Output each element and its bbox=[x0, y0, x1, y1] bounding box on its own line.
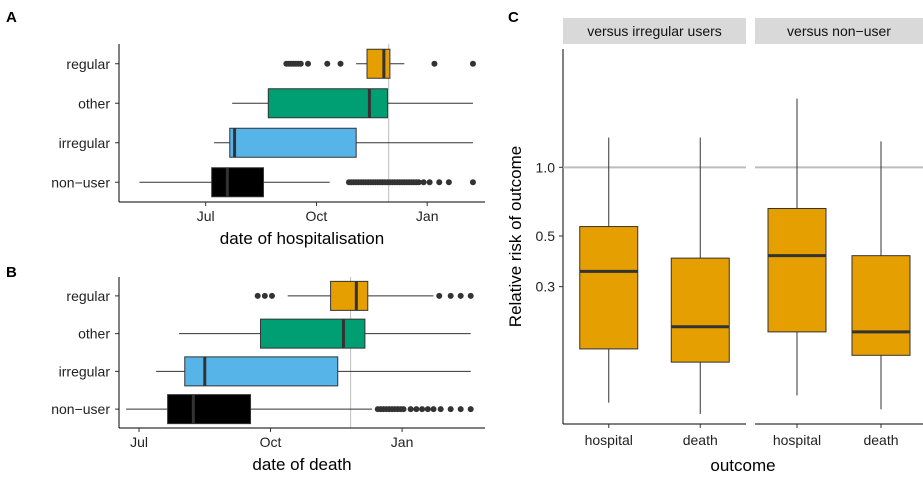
box-3-outlier-5 bbox=[457, 292, 464, 299]
category-label-2: other bbox=[78, 95, 110, 111]
box-0-iqr bbox=[211, 167, 264, 198]
x-axis-title: date of hospitalisation bbox=[220, 229, 384, 248]
box-3-outlier-11 bbox=[469, 60, 476, 67]
box-0-outlier-17 bbox=[457, 406, 464, 413]
box-0-outlier-33 bbox=[445, 179, 452, 186]
x-axis-title: outcome bbox=[710, 456, 775, 475]
box-2-iqr bbox=[260, 318, 366, 349]
box-0-outlier-14 bbox=[430, 406, 437, 413]
facet-1-box-1-iqr bbox=[851, 255, 911, 356]
x-tick-label-0: Jul bbox=[130, 434, 148, 450]
y-tick-label-0: 0.3 bbox=[536, 279, 556, 295]
box-3-outlier-0 bbox=[254, 292, 261, 299]
facet-1-box-1-x-tick-label: death bbox=[863, 432, 898, 448]
facet-0-box-0-iqr bbox=[579, 226, 639, 350]
panel-c-plot: 0.3 0.5 1.0 Relative risk of outcome versus … bbox=[506, 18, 923, 475]
category-label-0: non−user bbox=[51, 174, 110, 190]
panel-label-c: C bbox=[508, 9, 519, 26]
box-3-outlier-4 bbox=[447, 292, 454, 299]
facet-strip-1 bbox=[755, 18, 923, 44]
category-label-1: irregular bbox=[59, 135, 111, 151]
box-0-iqr bbox=[167, 394, 252, 425]
y-axis-title: Relative risk of outcome bbox=[506, 146, 525, 327]
x-tick-label-1: Oct bbox=[260, 434, 282, 450]
box-0-outlier-12 bbox=[419, 406, 426, 413]
box-0-outlier-18 bbox=[467, 406, 474, 413]
box-3-outlier-9 bbox=[337, 60, 344, 67]
box-0-outlier-32 bbox=[436, 179, 443, 186]
panel-label-a: A bbox=[6, 9, 17, 26]
box-0-outlier-13 bbox=[424, 406, 431, 413]
panel-b-plot: non−user irregular other regular Jul Oct Jan da… bbox=[51, 277, 485, 474]
category-label-3: regular bbox=[66, 56, 110, 72]
x-tick-label-0: Jul bbox=[197, 208, 215, 224]
box-0-outlier-9 bbox=[400, 406, 407, 413]
box-3-outlier-8 bbox=[324, 60, 331, 67]
box-1-iqr bbox=[229, 127, 357, 158]
box-3-outlier-3 bbox=[436, 292, 443, 299]
facet-strip-label-1: versus non−user bbox=[787, 23, 891, 39]
box-0-outlier-29 bbox=[415, 179, 422, 186]
box-3-outlier-10 bbox=[431, 60, 438, 67]
facet-1-box-0-iqr bbox=[767, 207, 827, 333]
facet-strip-label-0: versus irregular users bbox=[587, 23, 722, 39]
box-3-outlier-2 bbox=[268, 292, 275, 299]
facet-0-box-0-x-tick-label: hospital bbox=[585, 432, 633, 448]
x-tick-label-1: Oct bbox=[306, 208, 328, 224]
box-1-iqr bbox=[184, 356, 339, 387]
panel-label-b: B bbox=[6, 264, 17, 281]
category-label-3: regular bbox=[66, 288, 110, 304]
box-0-outlier-15 bbox=[437, 406, 444, 413]
box-0-outlier-11 bbox=[413, 406, 420, 413]
category-label-1: irregular bbox=[59, 363, 111, 379]
box-3-iqr bbox=[366, 48, 391, 79]
panel-a-plot: non−user irregular other regular Jul Oct Jan da… bbox=[51, 44, 485, 248]
box-3-iqr bbox=[330, 280, 369, 311]
y-tick-label-2: 1.0 bbox=[536, 159, 556, 175]
box-3-outlier-6 bbox=[467, 292, 474, 299]
category-label-0: non−user bbox=[51, 401, 110, 417]
box-0-outlier-31 bbox=[426, 179, 433, 186]
facet-1-box-0-x-tick-label: hospital bbox=[773, 432, 821, 448]
category-label-2: other bbox=[78, 326, 110, 342]
x-tick-label-2: Jan bbox=[416, 208, 439, 224]
box-0-outlier-16 bbox=[447, 406, 454, 413]
box-2-iqr bbox=[267, 88, 388, 119]
box-0-outlier-34 bbox=[469, 179, 476, 186]
box-0-outlier-10 bbox=[407, 406, 414, 413]
box-3-outlier-6 bbox=[297, 60, 304, 67]
x-tick-label-2: Jan bbox=[391, 434, 414, 450]
facet-0-box-1-x-tick-label: death bbox=[683, 432, 718, 448]
box-3-outlier-1 bbox=[261, 292, 268, 299]
x-axis-title: date of death bbox=[252, 455, 351, 474]
y-tick-label-1: 0.5 bbox=[536, 228, 556, 244]
facet-strip-0 bbox=[563, 18, 746, 44]
box-0-outlier-30 bbox=[420, 179, 427, 186]
box-3-outlier-7 bbox=[305, 60, 312, 67]
facet-0-box-1-iqr bbox=[670, 257, 730, 363]
